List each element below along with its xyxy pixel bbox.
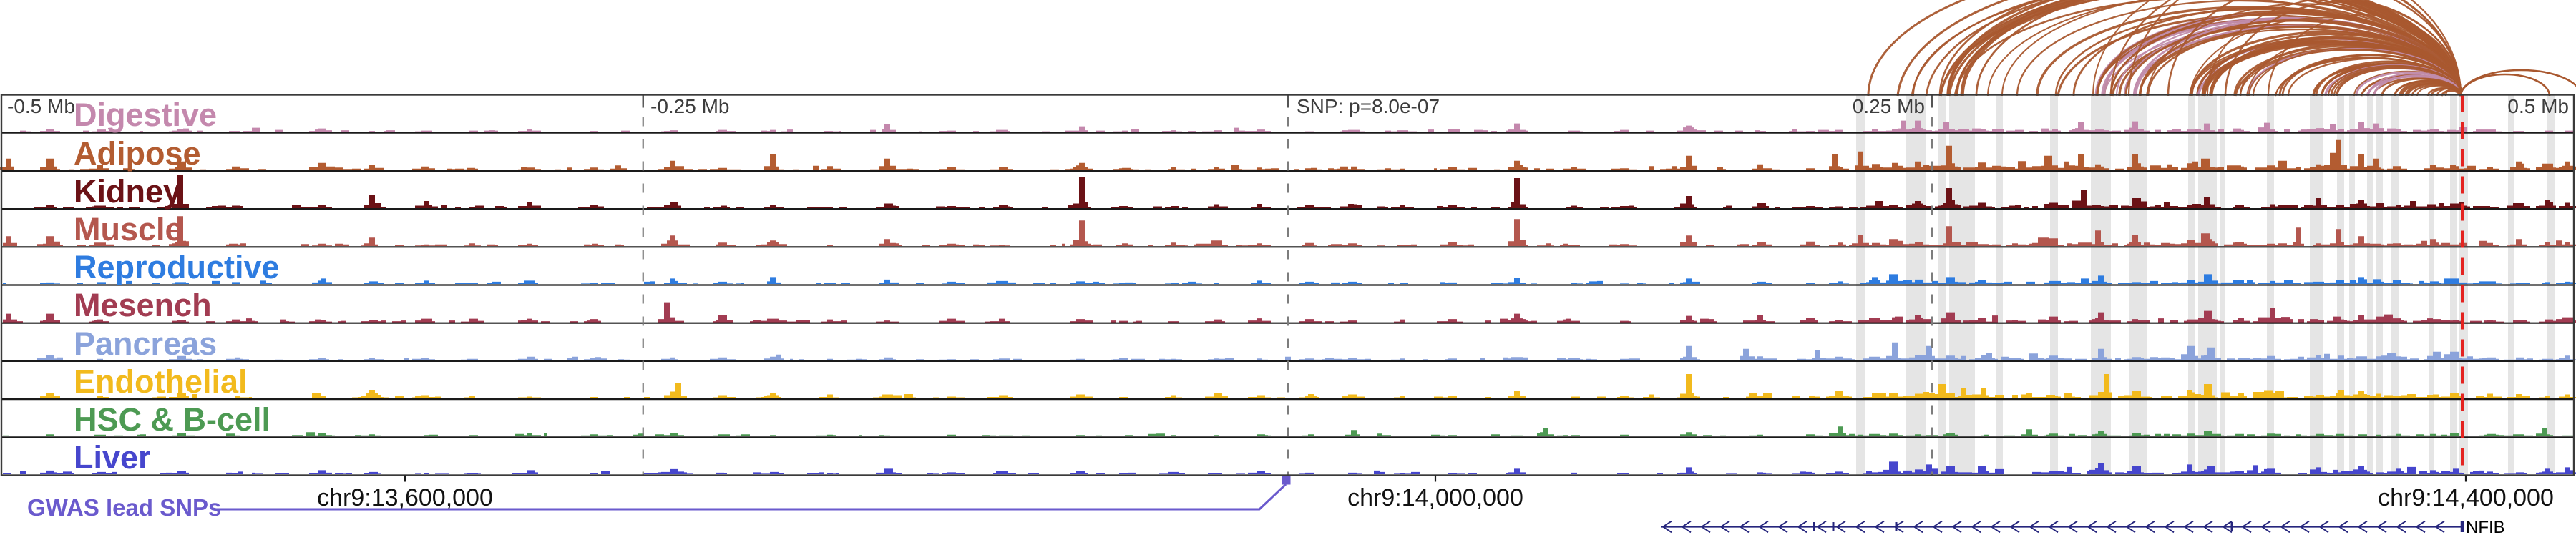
svg-text:chr9:14,400,000: chr9:14,400,000 [2378,484,2554,511]
svg-text:Digestive: Digestive [74,97,217,133]
svg-text:GWAS lead SNPs: GWAS lead SNPs [27,494,221,521]
svg-text:0.25 Mb: 0.25 Mb [1853,95,1925,117]
svg-text:-0.25 Mb: -0.25 Mb [650,95,730,117]
svg-text:-0.5 Mb: -0.5 Mb [7,95,75,117]
svg-text:Endothelial: Endothelial [74,363,248,400]
svg-text:Pancreas: Pancreas [74,325,217,362]
svg-text:0.5 Mb: 0.5 Mb [2507,95,2569,117]
svg-text:chr9:13,600,000: chr9:13,600,000 [317,484,493,511]
svg-text:Liver: Liver [74,439,151,476]
svg-text:Reproductive: Reproductive [74,249,280,285]
svg-text:Mesench: Mesench [74,287,212,323]
svg-text:Adipose: Adipose [74,135,201,172]
svg-text:Kidney: Kidney [74,173,181,210]
svg-text:SNP: p=8.0e-07: SNP: p=8.0e-07 [1297,95,1440,117]
svg-text:NFIB: NFIB [2466,518,2505,536]
svg-text:Muscle: Muscle [74,211,183,247]
svg-text:chr9:14,000,000: chr9:14,000,000 [1347,484,1523,511]
svg-text:HSC & B-cell: HSC & B-cell [74,401,270,438]
